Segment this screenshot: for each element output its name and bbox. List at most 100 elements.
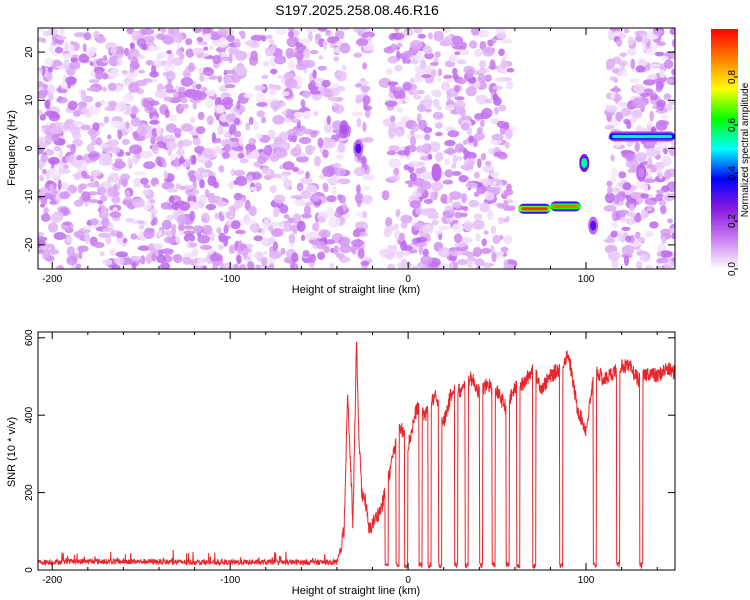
spectrogram-noise-blob	[46, 70, 53, 82]
spectrogram-noise-blob	[130, 56, 139, 65]
spectrogram-noise-blob	[189, 210, 196, 222]
spectrogram-noise-blob	[243, 92, 254, 99]
spectrogram-noise-blob	[288, 233, 296, 244]
spectrogram-noise-blob	[250, 50, 258, 62]
spectrogram-noise-blob	[613, 77, 618, 83]
spectrogram-noise-blob	[333, 245, 340, 255]
spectrogram-noise-blob	[305, 28, 319, 33]
spectrogram-noise-blob	[159, 262, 171, 269]
spectrogram-noise-blob	[235, 66, 248, 77]
spectrogram-noise-blob	[216, 227, 222, 234]
spectrogram-noise-blob	[465, 86, 477, 97]
spectrogram-noise-blob	[131, 261, 137, 269]
spectrogram-noise-blob	[437, 263, 451, 269]
spectrogram-noise-blob	[253, 120, 259, 131]
spectrogram-noise-blob	[191, 81, 197, 91]
spectrogram-noise-blob	[663, 93, 672, 101]
spectrogram-noise-blob	[185, 48, 195, 58]
spectrogram-noise-blob	[269, 90, 277, 96]
spectrogram-noise-blob	[156, 125, 162, 137]
spectrogram-noise-blob	[484, 98, 493, 104]
spectrogram-noise-blob	[107, 139, 120, 147]
spectrogram-noise-blob	[325, 31, 331, 36]
spectrogram-noise-blob	[142, 78, 153, 83]
spectrogram-noise-blob	[131, 52, 141, 57]
spectrogram-noise-blob	[435, 131, 443, 137]
spectrogram-noise-blob	[497, 216, 505, 225]
spectrogram-noise-blob	[331, 186, 337, 195]
spectrogram-noise-blob	[166, 56, 173, 67]
spectrogram-noise-blob	[440, 81, 450, 92]
spectrogram-noise-blob	[133, 171, 146, 176]
spectrogram-noise-blob	[140, 177, 149, 185]
spectrogram-noise-blob	[267, 226, 274, 232]
spectrogram-noise-blob	[138, 69, 146, 74]
spectrogram-noise-blob	[604, 192, 616, 204]
spectrogram-noise-blob	[160, 202, 171, 210]
spectrogram-noise-blob	[275, 147, 288, 159]
spectrogram-noise-blob	[154, 136, 166, 142]
spectrogram-noise-blob	[627, 36, 635, 46]
colorbar-label: Normalized spectral amplitude	[740, 82, 750, 217]
spectrogram-noise-blob	[354, 166, 366, 177]
spectrogram-noise-blob	[127, 157, 132, 167]
spectrogram-noise-blob	[192, 202, 200, 211]
spectrogram-noise-blob	[437, 68, 443, 76]
figure-title: S197.2025.258.08.46.R16	[275, 2, 439, 18]
spectrogram-noise-blob	[165, 214, 175, 221]
spectrogram-noise-blob	[197, 257, 204, 267]
spectrogram-noise-blob	[640, 209, 649, 220]
spectrogram-noise-blob	[611, 167, 617, 172]
spectrogram-noise-blob	[474, 48, 483, 58]
spectrogram-noise-blob	[67, 44, 75, 55]
spectrogram-noise-blob	[71, 159, 82, 168]
spectrogram-noise-blob	[95, 101, 102, 108]
spectrogram-noise-blob	[237, 153, 245, 159]
spectrogram-noise-blob	[205, 203, 217, 211]
spectrogram-noise-blob	[360, 260, 370, 266]
spectrogram-noise-blob	[132, 177, 143, 188]
spectrogram-noise-blob	[290, 263, 299, 269]
x-tick-label: 100	[578, 575, 595, 586]
spectrogram-noise-blob	[492, 93, 499, 102]
spectrogram-noise-blob	[323, 122, 333, 134]
spectrogram-noise-blob	[474, 258, 485, 267]
spectrogram-noise-blob	[235, 229, 246, 235]
spectrogram-noise-blob	[85, 48, 95, 58]
spectrogram-noise-blob	[467, 259, 473, 268]
spectrogram-noise-blob	[459, 106, 466, 117]
spectrogram-noise-blob	[625, 217, 637, 225]
spectrogram-noise-blob	[388, 158, 401, 168]
spectrogram-noise-blob	[212, 263, 218, 269]
spectrogram-noise-blob	[203, 46, 209, 51]
spectrogram-noise-blob	[150, 136, 156, 145]
spectrogram-noise-blob	[495, 251, 505, 257]
spectrogram-noise-blob	[355, 94, 361, 105]
spectrogram-noise-blob	[72, 121, 84, 126]
spectrogram-noise-blob	[280, 247, 286, 255]
spectrogram-noise-blob	[148, 100, 160, 106]
spectrogram-noise-blob	[303, 205, 312, 215]
spectrogram-noise-blob	[125, 121, 130, 130]
spectrogram-noise-blob	[619, 52, 627, 57]
spectrogram-noise-blob	[394, 86, 403, 91]
spectrogram-noise-blob	[274, 54, 287, 65]
spectrogram-noise-blob	[48, 156, 60, 165]
spectrogram-noise-blob	[131, 105, 138, 116]
spectrogram-noise-blob	[242, 247, 249, 258]
spectrogram-noise-blob	[428, 141, 441, 152]
spectrogram-noise-blob	[142, 98, 149, 108]
spectrogram-noise-blob	[450, 250, 462, 257]
spectrogram-noise-blob	[425, 65, 435, 71]
spectrogram-noise-blob	[67, 100, 78, 111]
spectrogram-noise-blob	[607, 30, 615, 41]
spectrogram-noise-blob	[217, 197, 224, 208]
spectrogram-noise-blob	[429, 61, 439, 67]
spectrogram-noise-blob	[486, 210, 494, 221]
spectrogram-noise-blob	[506, 81, 514, 90]
spectrogram-noise-blob	[308, 145, 316, 152]
spectrogram-noise-blob	[656, 41, 666, 46]
spectrogram-noise-blob	[317, 137, 324, 148]
spectrogram-noise-blob	[472, 70, 481, 76]
snr-series-line	[38, 341, 675, 570]
